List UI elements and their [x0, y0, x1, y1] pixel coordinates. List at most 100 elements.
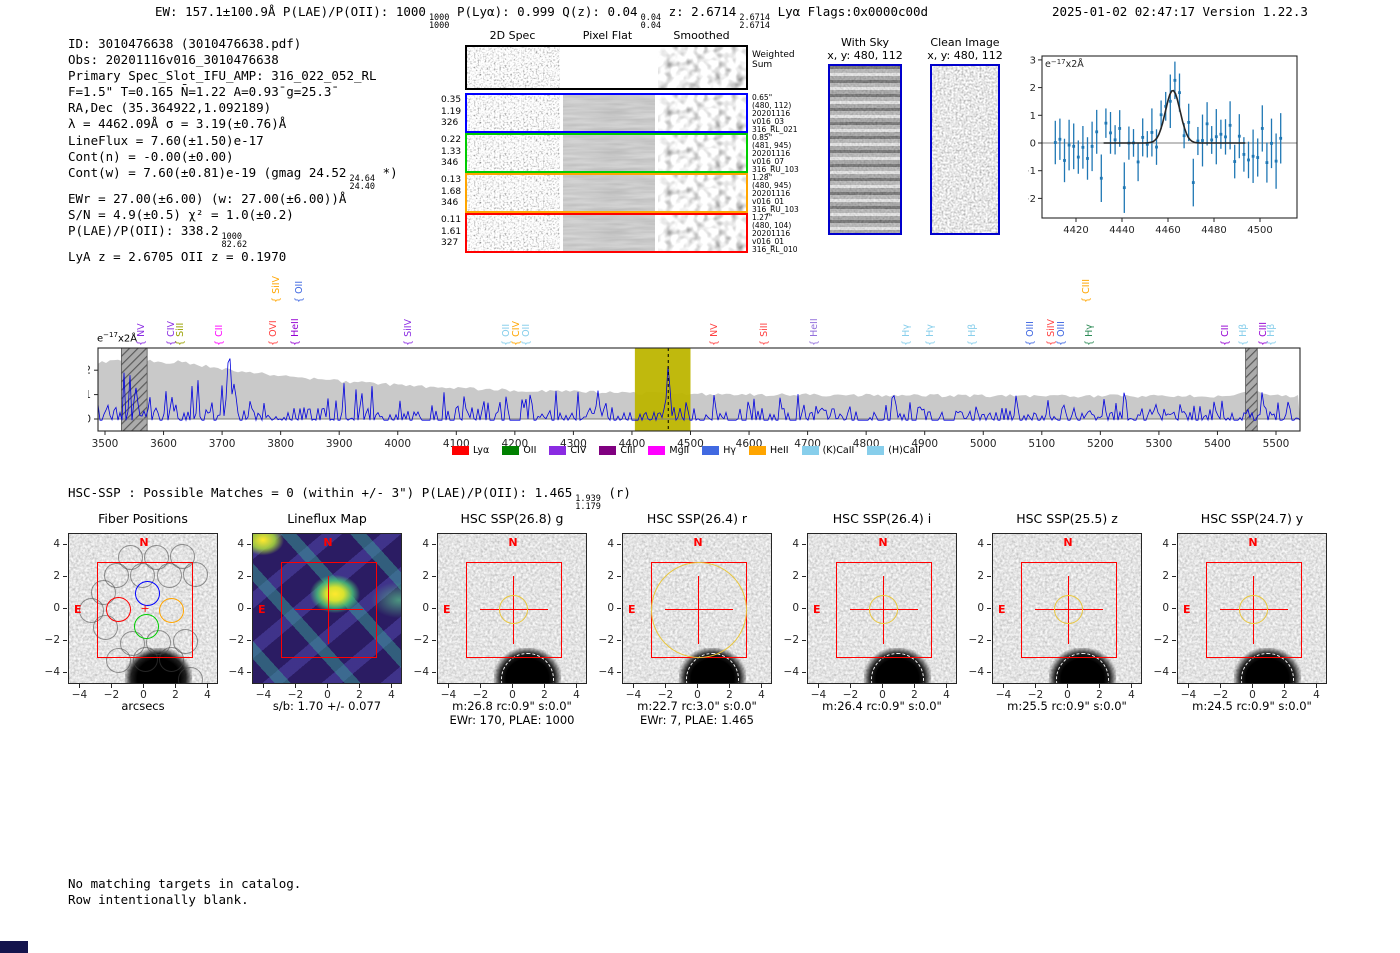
- row-left-stats: 0.35 1.19 326: [441, 95, 465, 130]
- x-tick-label: −4: [255, 689, 272, 701]
- x-tick-label: 4: [1313, 689, 1320, 701]
- y-tick: [617, 672, 621, 674]
- x-tick-label: 0: [1249, 689, 1256, 701]
- svg-text:5500: 5500: [1263, 438, 1290, 450]
- info-line-6: λ = 4462.09Å σ = 3.19(±0.76)Å: [68, 116, 287, 132]
- fiber-circle: [132, 647, 158, 673]
- legend-item-Hγ: Hγ: [702, 445, 736, 456]
- x-tick: [327, 684, 329, 688]
- gap: [655, 95, 658, 131]
- col-title-2d-spec: 2D Spec: [489, 29, 536, 42]
- stacked-fraction: 1000 82.62: [221, 231, 248, 250]
- annotation-line: 316_RL_010: [752, 245, 798, 255]
- x-tick-label: 2: [726, 689, 733, 701]
- stat: 0.35: [441, 95, 462, 105]
- y-tick: [802, 608, 806, 610]
- clean-image-title: Clean Image: [930, 36, 1000, 49]
- legend-item-(H)CaII: (H)CaII: [867, 445, 921, 456]
- annotation-line: 0.65": [752, 93, 773, 102]
- fiber-circle-highlight: [159, 597, 185, 623]
- report-datetime-version: 2025-01-02 02:47:17 Version 1.22.3: [1052, 4, 1308, 19]
- y-tick: [432, 672, 436, 674]
- x-tick-label: 4: [388, 689, 395, 701]
- compass-north: N: [878, 536, 888, 549]
- y-tick-label: −4: [598, 666, 614, 678]
- extraction-red-box: [1020, 561, 1117, 658]
- info-line-4: F=1.5" T=0.165 N̄=1.22 A=0.93̄ g=25.3̄: [68, 84, 332, 100]
- info-line-8: Cont(n) = -0.00(±0.00): [68, 148, 234, 164]
- x-tick: [1284, 684, 1286, 688]
- fiber-circle-highlight: [106, 597, 132, 622]
- x-tick: [175, 684, 177, 688]
- fiber-circle: [91, 580, 117, 606]
- gap: [560, 175, 563, 211]
- pixel-flat-image: [563, 215, 655, 251]
- x-tick-label: −4: [1180, 689, 1197, 701]
- svg-text:3800: 3800: [267, 438, 294, 450]
- gap: [655, 135, 658, 171]
- x-tick-label: 2: [541, 689, 548, 701]
- compass-east: E: [1183, 602, 1191, 616]
- line-label-Hγ: { Hγ: [900, 324, 912, 346]
- svg-text:4400: 4400: [619, 438, 646, 450]
- fiber-2d-row-4: [465, 213, 748, 253]
- y-tick: [1172, 576, 1176, 578]
- y-tick: [802, 672, 806, 674]
- legend-label: CIII: [620, 445, 636, 456]
- x-tick: [263, 684, 265, 688]
- gaussian-fit-curve: [1103, 89, 1246, 144]
- aperture-circle: [499, 595, 528, 624]
- svg-text:3900: 3900: [326, 438, 353, 450]
- spectrum-line: [97, 358, 1301, 422]
- annotation-line: (480, 112): [752, 101, 792, 111]
- annotation-line: v016_07: [752, 157, 785, 167]
- x-tick: [818, 684, 820, 688]
- info-line-11: S/N = 4.9(±0.5) χ² = 1.0(±0.2): [68, 206, 294, 222]
- row-annotation: 1.28" (480, 945) 20201116 v016_01 316_RU_103: [752, 173, 816, 214]
- svg-text:3600: 3600: [150, 438, 177, 450]
- x-tick: [633, 684, 635, 688]
- 2d-spec-image: [467, 47, 560, 88]
- fiber-circle: [156, 562, 182, 588]
- stat: 1.33: [441, 146, 462, 157]
- x-tick-label: 4: [573, 689, 580, 701]
- extraction-red-box: [96, 561, 193, 658]
- info-line-10: EWr = 27.00(±6.00) (w: 27.00(±6.00))Å: [68, 190, 347, 206]
- x-tick: [1003, 684, 1005, 688]
- legend-label: Lyα: [473, 445, 490, 456]
- info-line-12: P(LAE)/P(OII): 338.2 1000 82.62: [68, 222, 248, 250]
- annotation-line: 316_RL_021: [752, 125, 798, 135]
- row-annotation: 1.27" (480, 104) 20201116 v016_01 316_RL_010: [752, 213, 816, 255]
- legend-item-CIII: CIII: [599, 445, 635, 456]
- y-tick: [617, 544, 621, 546]
- annotation-line: v016_01: [752, 197, 785, 207]
- info-line-13: LyA z = 2.6705 OII z = 0.1970: [68, 248, 287, 264]
- svg-text:5100: 5100: [1028, 438, 1055, 450]
- x-tick-label: 0: [879, 689, 886, 701]
- legend-item-HeII: HeII: [749, 445, 789, 456]
- y-tick: [1172, 640, 1176, 642]
- info-line-9: Cont(w) = 7.60(±0.81)e-19 (gmag 24.52 24.…: [68, 164, 398, 192]
- y-tick: [247, 576, 251, 578]
- legend-label: (H)CaII: [888, 445, 921, 456]
- with-sky-image: [828, 64, 902, 235]
- y-tick-label: 4: [792, 538, 799, 550]
- annotation-line: v016_03: [752, 117, 785, 127]
- legend-label: (K)CaII: [822, 445, 855, 456]
- legend-item-CIV: CIV: [549, 445, 586, 456]
- x-tick: [761, 684, 763, 688]
- with-sky-coords: x, y: 480, 112: [827, 49, 903, 62]
- center-marker: +: [140, 601, 150, 615]
- pixel-flat-image: [563, 95, 655, 131]
- x-tick: [359, 684, 361, 688]
- y-tick: [987, 672, 991, 674]
- x-tick-label: −2: [842, 689, 859, 701]
- extraction-red-box: [835, 561, 932, 658]
- svg-text:2: 2: [88, 365, 91, 377]
- y-tick: [1172, 544, 1176, 546]
- annotation-line: (480, 945): [752, 181, 792, 191]
- x-tick: [79, 684, 81, 688]
